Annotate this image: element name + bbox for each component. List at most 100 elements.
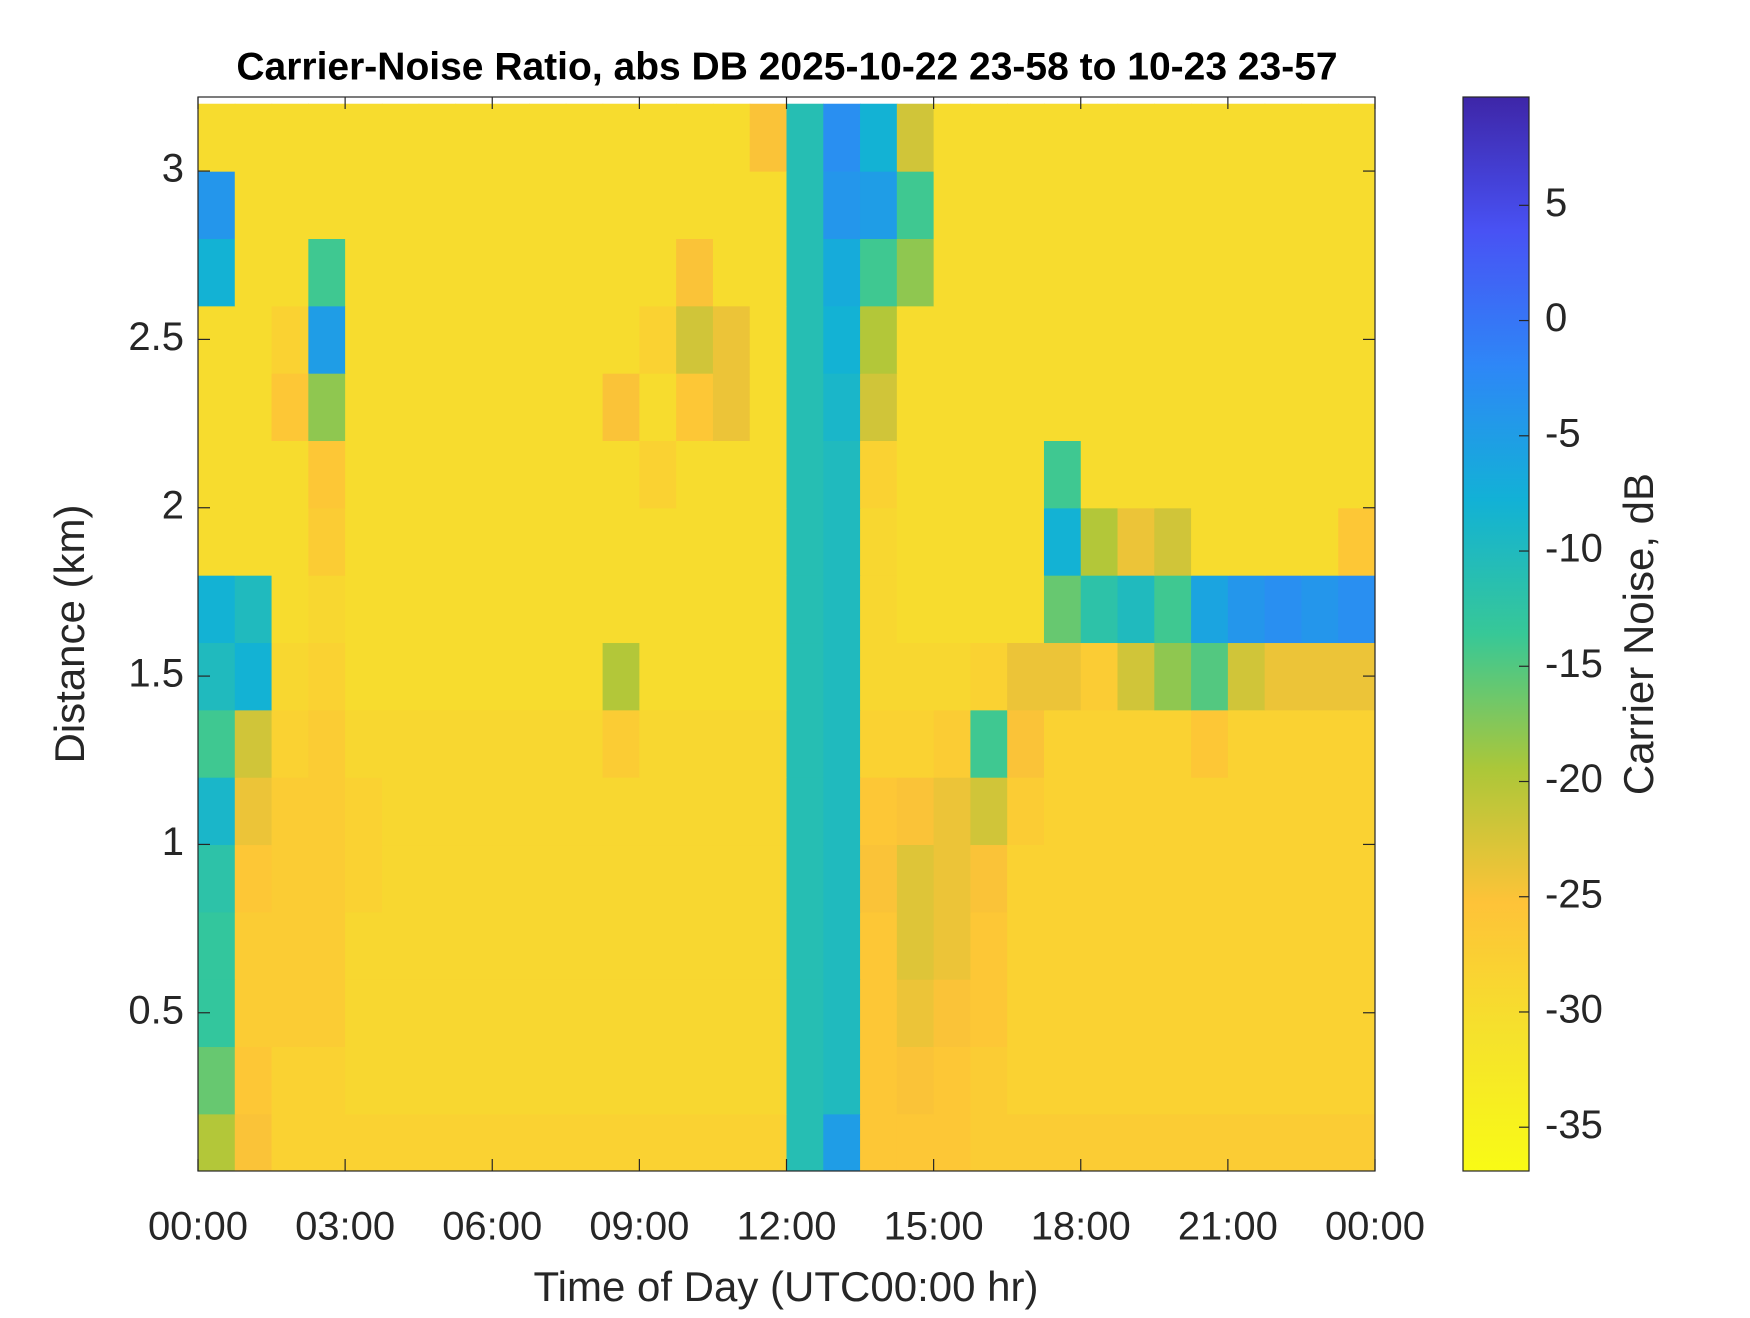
heatmap-cell: [455, 844, 493, 913]
heatmap-cell: [418, 575, 457, 644]
heatmap-cell: [1154, 911, 1192, 980]
heatmap-cell: [234, 507, 273, 576]
heatmap-cell: [1080, 777, 1119, 846]
heatmap-cell: [1338, 440, 1375, 509]
heatmap-cell: [271, 171, 309, 240]
heatmap-cell: [308, 238, 346, 307]
heatmap-cell: [749, 373, 788, 442]
x-axis-label: Time of Day (UTC00:00 hr): [534, 1263, 1039, 1310]
colorbar-tick-label: -10: [1545, 527, 1603, 571]
heatmap-cell: [676, 171, 714, 240]
heatmap-cell: [492, 373, 530, 442]
heatmap-cell: [786, 709, 824, 778]
heatmap-cell: [712, 642, 751, 711]
heatmap-cell: [271, 911, 309, 980]
heatmap-cell: [418, 709, 457, 778]
colorbar-tick-label: -30: [1545, 988, 1603, 1032]
heatmap-cell: [1043, 777, 1082, 846]
heatmap-cell: [1043, 171, 1082, 240]
heatmap-cell: [1264, 1046, 1303, 1115]
heatmap-cell: [602, 103, 640, 172]
heatmap-cell: [234, 642, 273, 711]
heatmap-cell: [1080, 507, 1119, 576]
heatmap-cell: [786, 103, 824, 172]
heatmap-cell: [345, 642, 383, 711]
heatmap-cell: [455, 911, 493, 980]
heatmap-cell: [271, 844, 309, 913]
heatmap-cell: [198, 440, 236, 509]
heatmap-cell: [1007, 1046, 1045, 1115]
heatmap-cell: [418, 171, 457, 240]
heatmap-cell: [1191, 709, 1229, 778]
heatmap-cell: [896, 979, 935, 1048]
colorbar-tick-label: -15: [1545, 642, 1603, 686]
heatmap-cell: [1301, 103, 1339, 172]
heatmap-cell: [345, 373, 383, 442]
heatmap-cell: [271, 507, 309, 576]
heatmap-cell: [492, 171, 530, 240]
heatmap-cell: [1117, 1046, 1155, 1115]
heatmap-cell: [198, 911, 236, 980]
heatmap-cell: [418, 305, 457, 374]
heatmap-cell: [1301, 373, 1339, 442]
chart-title: Carrier-Noise Ratio, abs DB 2025-10-22 2…: [236, 45, 1337, 88]
x-tick-label: 18:00: [1031, 1205, 1131, 1249]
x-tick-label: 15:00: [884, 1205, 984, 1249]
heatmap-cell: [345, 238, 383, 307]
heatmap-cell: [565, 575, 604, 644]
heatmap-cell: [860, 1113, 898, 1171]
heatmap-cell: [823, 575, 861, 644]
heatmap-cell: [712, 171, 751, 240]
heatmap-cell: [271, 642, 309, 711]
heatmap-cell: [345, 979, 383, 1048]
heatmap-cell: [1043, 1046, 1082, 1115]
heatmap-cell: [786, 440, 824, 509]
heatmap-cell: [639, 911, 677, 980]
x-tick-label: 03:00: [295, 1205, 395, 1249]
heatmap-cell: [676, 507, 714, 576]
heatmap-cell: [1117, 373, 1155, 442]
heatmap-cell: [639, 103, 677, 172]
heatmap-cell: [712, 709, 751, 778]
heatmap-cell: [345, 709, 383, 778]
heatmap-cell: [1154, 440, 1192, 509]
heatmap-cell: [786, 238, 824, 307]
heatmap-cell: [712, 844, 751, 913]
heatmap-cell: [492, 440, 530, 509]
heatmap-cell: [1227, 642, 1266, 711]
heatmap-cell: [345, 507, 383, 576]
heatmap-cell: [639, 777, 677, 846]
heatmap-cell: [823, 979, 861, 1048]
heatmap-cell: [345, 1113, 383, 1171]
heatmap-cell: [786, 171, 824, 240]
heatmap-cell: [860, 979, 898, 1048]
heatmap-cell: [602, 238, 640, 307]
heatmap-cell: [1301, 1113, 1339, 1171]
heatmap-cell: [823, 171, 861, 240]
heatmap-cell: [492, 238, 530, 307]
heatmap-cell: [860, 911, 898, 980]
heatmap-cell: [712, 238, 751, 307]
heatmap-cell: [712, 507, 751, 576]
heatmap-cell: [1117, 642, 1155, 711]
heatmap-cell: [896, 305, 935, 374]
heatmap-cell: [823, 709, 861, 778]
heatmap-cell: [455, 1113, 493, 1171]
heatmap-cell: [418, 1113, 457, 1171]
heatmap-cell: [933, 709, 972, 778]
heatmap-cell: [860, 440, 898, 509]
heatmap-cell: [1117, 305, 1155, 374]
heatmap-cell: [933, 1046, 972, 1115]
heatmap-cell: [1154, 1046, 1192, 1115]
heatmap-cell: [1117, 238, 1155, 307]
heatmap-cell: [676, 305, 714, 374]
heatmap-cell: [529, 1046, 567, 1115]
heatmap-cell: [1264, 103, 1303, 172]
heatmap-cell: [1154, 238, 1192, 307]
heatmap-cell: [933, 777, 972, 846]
heatmap-cell: [1264, 507, 1303, 576]
heatmap-cell: [1043, 979, 1082, 1048]
heatmap-cell: [1007, 373, 1045, 442]
heatmap-cell: [565, 979, 604, 1048]
heatmap-cell: [639, 238, 677, 307]
